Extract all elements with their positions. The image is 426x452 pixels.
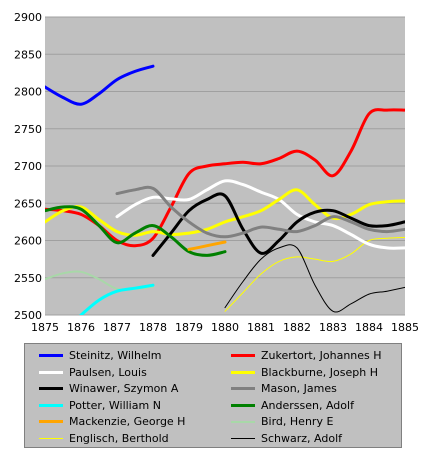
legend-label: Zukertort, Johannes H xyxy=(261,349,382,362)
series-lines xyxy=(45,64,405,315)
legend-swatch xyxy=(39,370,63,374)
x-tick-label: 1879 xyxy=(175,321,203,334)
x-axis-ticks: 1875 1876 1877 1878 1879 1880 1881 1882 1883 1884… xyxy=(31,321,419,334)
x-tick-label: 1880 xyxy=(211,321,239,334)
legend-label: Englisch, Berthold xyxy=(69,431,169,445)
series-line xyxy=(45,205,227,257)
y-tick-label: 2850 xyxy=(14,48,42,61)
legend-item: Winawer, Szymon A xyxy=(39,380,178,397)
legend-label: Bird, Henry E xyxy=(261,415,334,428)
legend-item: Bird, Henry E xyxy=(231,413,333,430)
legend-label: Winawer, Szymon A xyxy=(69,382,179,395)
legend-swatch xyxy=(231,403,255,407)
legend-item: Mason, James xyxy=(231,380,337,397)
y-tick-label: 2600 xyxy=(14,235,42,248)
legend-item: Mackenzie, George H xyxy=(39,413,185,430)
gridlines xyxy=(45,16,405,316)
series-line xyxy=(115,185,405,239)
legend-item: Blackburne, Joseph H xyxy=(231,364,378,381)
series-line xyxy=(187,240,227,251)
legend-item: Steinitz, Wilhelm xyxy=(39,347,162,364)
y-tick-label: 2650 xyxy=(14,197,42,210)
y-axis-ticks: 2500 2550 2600 2650 2700 2750 2800 2850 2900 xyxy=(14,11,42,322)
legend-swatch xyxy=(39,354,63,357)
legend-item: Paulsen, Louis xyxy=(39,364,147,381)
y-tick-label: 2750 xyxy=(14,123,42,136)
x-tick-label: 1877 xyxy=(103,321,131,334)
legend-swatch xyxy=(231,370,255,374)
legend-label: Schwarz, Adolf xyxy=(261,431,343,445)
legend-label: Mason, James xyxy=(261,382,337,395)
legend-label: Blackburne, Joseph H xyxy=(261,365,378,379)
x-tick-label: 1878 xyxy=(139,321,167,334)
legend-label: Anderssen, Adolf xyxy=(261,398,354,412)
series-line xyxy=(115,179,405,250)
series-line xyxy=(224,237,405,312)
y-tick-label: 2700 xyxy=(14,160,42,173)
legend-label: Paulsen, Louis xyxy=(69,365,147,379)
series-line xyxy=(224,244,405,313)
series-line xyxy=(45,64,155,106)
series-line xyxy=(79,283,155,315)
y-tick-label: 2500 xyxy=(14,309,42,322)
y-tick-label: 2550 xyxy=(14,272,42,285)
legend-swatch xyxy=(39,403,63,407)
x-tick-label: 1876 xyxy=(67,321,95,334)
legend-label: Mackenzie, George H xyxy=(69,415,186,428)
x-tick-label: 1875 xyxy=(31,321,59,334)
legend-item: Zukertort, Johannes H xyxy=(231,347,382,364)
legend-item: Englisch, Berthold xyxy=(39,430,169,447)
legend-swatch xyxy=(39,437,63,439)
x-tick-label: 1884 xyxy=(355,321,383,334)
x-tick-label: 1881 xyxy=(247,321,275,334)
legend-item: Schwarz, Adolf xyxy=(231,430,342,447)
legend-swatch xyxy=(231,437,255,439)
legend-swatch xyxy=(231,354,255,357)
legend-item: Anderssen, Adolf xyxy=(231,397,354,414)
legend: Steinitz, Wilhelm Zukertort, Johannes H Pa… xyxy=(24,343,402,448)
x-tick-label: 1883 xyxy=(319,321,347,334)
x-tick-label: 1882 xyxy=(283,321,311,334)
legend-item: Potter, William N xyxy=(39,397,161,414)
legend-label: Steinitz, Wilhelm xyxy=(69,349,162,362)
y-tick-label: 2900 xyxy=(14,11,42,24)
legend-swatch xyxy=(231,387,255,390)
rating-chart: 2500 2550 2600 2650 2700 2750 2800 2850 2900 187… xyxy=(14,11,419,334)
series-line xyxy=(151,192,405,257)
legend-swatch xyxy=(39,387,63,390)
legend-label: Potter, William N xyxy=(69,398,161,412)
y-tick-label: 2800 xyxy=(14,86,42,99)
legend-swatch xyxy=(231,420,255,423)
legend-swatch xyxy=(39,420,63,423)
x-tick-label: 1885 xyxy=(391,321,419,334)
